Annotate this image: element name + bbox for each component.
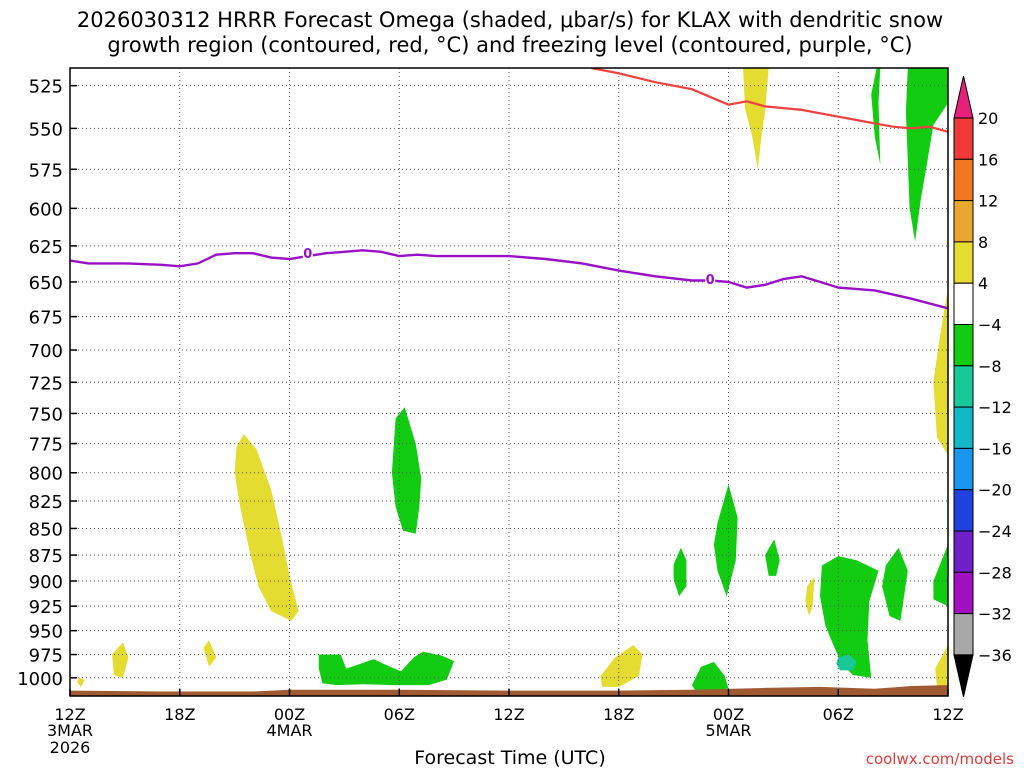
omega-shaded-region-5 bbox=[391, 407, 422, 534]
y-tick-label-725: 725 bbox=[29, 373, 63, 394]
omega-shaded-region-14 bbox=[203, 640, 217, 667]
colorbar-swatch-10 bbox=[953, 489, 974, 532]
y-tick-label-550: 550 bbox=[29, 119, 63, 140]
y-tick-label-650: 650 bbox=[29, 273, 63, 294]
y-tick-label-575: 575 bbox=[29, 160, 63, 181]
plot-content: 00 bbox=[70, 68, 948, 696]
x-tick-year-0: 2026 bbox=[50, 738, 91, 757]
dgz-red-contour bbox=[591, 68, 948, 133]
colorbar-label-9: −20 bbox=[978, 481, 1012, 500]
x-tick-date-0: 3MAR bbox=[47, 721, 93, 740]
colorbar-label-12: −32 bbox=[978, 605, 1012, 624]
x-tick-label-30: 18Z bbox=[603, 705, 634, 724]
colorbar-label-4: 4 bbox=[978, 274, 988, 293]
y-tick-label-925: 925 bbox=[29, 597, 63, 618]
freezing-level-label-0: 0 bbox=[303, 247, 312, 262]
colorbar-label-5: −4 bbox=[978, 316, 1002, 335]
x-tick-date-12: 4MAR bbox=[266, 721, 312, 740]
x-axis-label: Forecast Time (UTC) bbox=[414, 747, 605, 768]
omega-shaded-region-7 bbox=[713, 484, 738, 597]
colorbar-swatch-5 bbox=[953, 282, 974, 326]
y-tick-label-775: 775 bbox=[29, 435, 63, 456]
colorbar-label-2: 12 bbox=[978, 192, 998, 211]
y-tick-label-1000: 1000 bbox=[17, 669, 63, 690]
y-tick-label-950: 950 bbox=[29, 622, 63, 643]
omega-shaded-region-15 bbox=[77, 677, 85, 687]
y-tick-label-675: 675 bbox=[29, 308, 63, 329]
colorbar-label-6: −8 bbox=[978, 357, 1002, 376]
omega-shaded-region-4 bbox=[234, 434, 299, 621]
colorbar-label-11: −28 bbox=[978, 563, 1012, 582]
y-tick-label-875: 875 bbox=[29, 546, 63, 567]
x-tick-label-24: 12Z bbox=[493, 705, 524, 724]
x-tick-label-18: 06Z bbox=[384, 705, 415, 724]
colorbar-bottom-arrow bbox=[953, 654, 974, 698]
omega-shaded-region-6 bbox=[673, 547, 687, 597]
y-tick-label-975: 975 bbox=[29, 646, 63, 667]
colorbar-label-13: −36 bbox=[978, 646, 1012, 665]
colorbar-label-1: 16 bbox=[978, 150, 998, 169]
omega-shaded-region-0 bbox=[743, 68, 769, 170]
y-tick-label-525: 525 bbox=[29, 77, 63, 98]
y-tick-label-600: 600 bbox=[29, 199, 63, 220]
plot-area: 0052555057560062565067570072575077580082… bbox=[17, 67, 1012, 757]
x-tick-label-48: 12Z bbox=[932, 705, 963, 724]
y-tick-label-800: 800 bbox=[29, 464, 63, 485]
omega-shaded-region-8 bbox=[765, 539, 780, 576]
credit-label: coolwx.com/models bbox=[866, 750, 1014, 768]
colorbar-label-3: 8 bbox=[978, 233, 988, 252]
omega-shaded-region-11 bbox=[882, 547, 908, 621]
colorbar-swatch-12 bbox=[953, 571, 974, 615]
x-tick-date-36: 5MAR bbox=[705, 721, 751, 740]
omega-shaded-region-16 bbox=[318, 651, 455, 686]
colorbar-swatch-4 bbox=[953, 241, 974, 284]
omega-shaded-region-17 bbox=[600, 645, 643, 687]
freezing-level-label-1: 0 bbox=[706, 273, 715, 288]
omega-shaded-region-19 bbox=[935, 645, 948, 687]
chart-title-line1: 2026030312 HRRR Forecast Omega (shaded, … bbox=[77, 8, 943, 32]
y-tick-label-825: 825 bbox=[29, 492, 63, 513]
x-tick-label-12: 00Z bbox=[274, 705, 305, 724]
colorbar-swatch-1 bbox=[953, 117, 974, 160]
omega-shaded-region-10 bbox=[820, 556, 879, 678]
colorbar-swatch-3 bbox=[953, 200, 974, 243]
colorbar-label-7: −12 bbox=[978, 398, 1012, 417]
freezing-level-label-bg-0 bbox=[302, 245, 313, 262]
colorbar-label-10: −24 bbox=[978, 522, 1012, 541]
omega-shaded-region-18 bbox=[691, 662, 729, 691]
omega-shaded-region-13 bbox=[112, 642, 129, 678]
freezing-level-contour bbox=[70, 249, 948, 310]
omega-shaded-spot-0 bbox=[836, 654, 857, 671]
y-tick-label-850: 850 bbox=[29, 519, 63, 540]
chart-title-line2: growth region (contoured, red, °C) and f… bbox=[107, 33, 912, 57]
colorbar-label-0: 20 bbox=[978, 109, 998, 128]
colorbar-swatch-9 bbox=[953, 447, 974, 491]
colorbar-swatch-11 bbox=[953, 530, 974, 573]
y-tick-label-750: 750 bbox=[29, 404, 63, 425]
colorbar-swatch-7 bbox=[953, 365, 974, 408]
y-tick-label-625: 625 bbox=[29, 237, 63, 258]
omega-shaded-region-9 bbox=[805, 576, 815, 616]
omega-shaded-region-12 bbox=[933, 544, 948, 607]
x-tick-label-6: 18Z bbox=[164, 705, 195, 724]
colorbar-swatch-13 bbox=[953, 613, 974, 656]
x-tick-label-42: 06Z bbox=[823, 705, 854, 724]
colorbar-swatch-8 bbox=[953, 406, 974, 449]
omega-shaded-region-3 bbox=[933, 289, 948, 456]
y-tick-label-900: 900 bbox=[29, 572, 63, 593]
y-tick-label-700: 700 bbox=[29, 341, 63, 362]
colorbar-swatch-2 bbox=[953, 158, 974, 202]
colorbar-label-8: −16 bbox=[978, 439, 1012, 458]
omega-shaded-region-2 bbox=[905, 68, 948, 242]
freezing-level-label-bg-1 bbox=[705, 271, 716, 288]
colorbar-top-arrow bbox=[953, 75, 974, 119]
x-tick-label-36: 00Z bbox=[713, 705, 744, 724]
omega-shaded-region-1 bbox=[871, 68, 881, 165]
x-tick-label-0: 12Z bbox=[54, 705, 85, 724]
colorbar-swatch-6 bbox=[953, 324, 974, 367]
